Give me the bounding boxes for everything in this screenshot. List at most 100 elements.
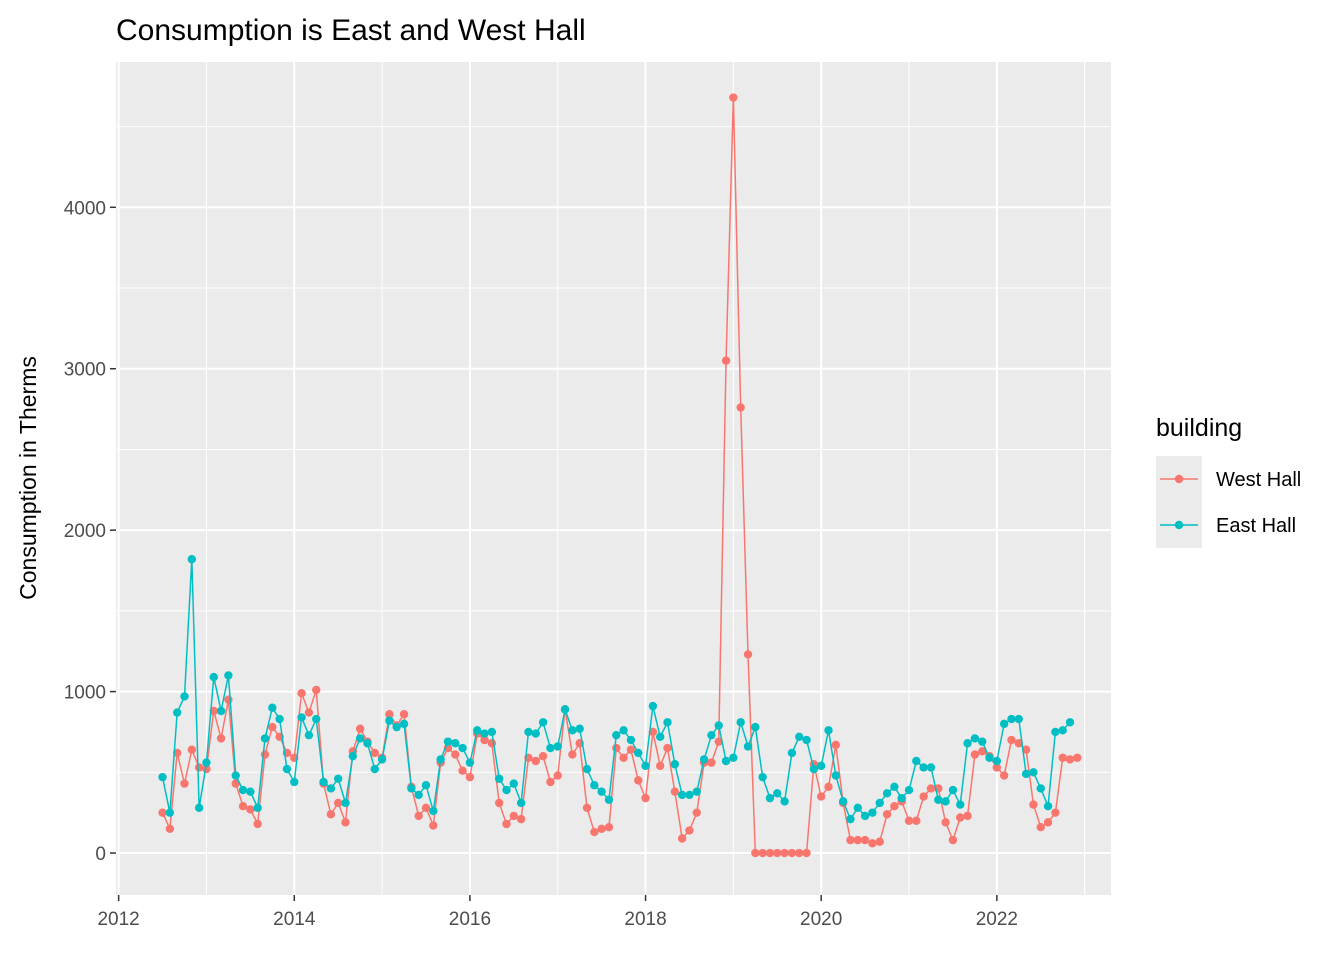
data-point-west-hall — [824, 782, 833, 792]
data-point-west-hall — [853, 835, 862, 845]
data-point-east-hall — [912, 756, 921, 766]
data-point-west-hall — [333, 798, 343, 808]
data-point-east-hall — [319, 777, 328, 787]
data-point-east-hall — [934, 795, 943, 804]
data-point-west-hall — [355, 724, 365, 733]
data-point-east-hall — [882, 789, 892, 798]
data-point-east-hall — [246, 787, 255, 796]
legend: building West Hall East Hall — [1156, 414, 1301, 548]
data-point-east-hall — [355, 734, 365, 743]
data-point-east-hall — [831, 771, 841, 780]
data-point-east-hall — [487, 727, 497, 737]
data-point-east-hall — [707, 730, 716, 740]
data-point-west-hall — [1014, 739, 1023, 748]
data-point-west-hall — [194, 763, 204, 772]
data-point-west-hall — [224, 695, 233, 704]
data-point-east-hall — [385, 716, 394, 725]
data-point-east-hall — [202, 758, 211, 767]
data-point-west-hall — [685, 826, 694, 835]
data-point-east-hall — [1007, 714, 1016, 724]
data-point-west-hall — [1036, 823, 1045, 832]
series-east-hall — [158, 555, 1075, 824]
data-point-east-hall — [275, 714, 284, 724]
data-point-east-hall — [780, 797, 789, 806]
data-point-west-hall — [831, 740, 841, 750]
data-point-east-hall — [297, 713, 306, 722]
data-point-east-hall — [436, 755, 445, 764]
data-point-west-hall — [787, 848, 797, 858]
data-point-west-hall — [626, 745, 636, 754]
data-point-east-hall — [897, 793, 906, 803]
data-point-west-hall — [1073, 753, 1082, 762]
data-point-east-hall — [795, 732, 804, 741]
data-point-east-hall — [751, 722, 760, 732]
data-point-east-hall — [370, 764, 379, 774]
data-point-east-hall — [1043, 802, 1053, 811]
data-point-east-hall — [670, 760, 680, 769]
data-point-west-hall — [780, 848, 789, 858]
data-point-west-hall — [999, 771, 1009, 780]
data-point-east-hall — [231, 771, 240, 780]
data-point-east-hall — [524, 727, 533, 737]
data-point-west-hall — [729, 93, 738, 102]
data-point-east-hall — [516, 798, 526, 808]
data-point-west-hall — [751, 848, 760, 858]
x-axis: 2012 2014 2016 2018 2020 2022 — [97, 895, 1018, 930]
data-point-east-hall — [692, 787, 701, 796]
data-point-east-hall — [992, 756, 1002, 766]
data-point-east-hall — [341, 798, 350, 808]
legend-item-west-hall: West Hall — [1156, 456, 1301, 502]
data-point-west-hall — [385, 709, 394, 719]
data-point-west-hall — [553, 771, 562, 780]
data-point-east-hall — [172, 708, 182, 717]
legend-label-east-hall: East Hall — [1216, 515, 1296, 537]
data-point-east-hall — [560, 705, 570, 714]
data-point-west-hall — [421, 803, 431, 813]
data-point-west-hall — [582, 803, 592, 813]
data-point-east-hall — [809, 764, 819, 774]
data-point-east-hall — [926, 763, 936, 772]
data-point-west-hall — [956, 813, 965, 822]
y-tick-label: 0 — [95, 844, 106, 865]
data-point-west-hall — [297, 689, 306, 698]
data-point-east-hall — [816, 761, 826, 771]
data-point-west-hall — [546, 777, 555, 787]
data-point-east-hall — [824, 726, 833, 735]
data-point-east-hall — [868, 808, 877, 817]
data-point-east-hall — [1036, 784, 1045, 793]
data-point-west-hall — [370, 748, 379, 758]
data-point-west-hall — [1051, 808, 1060, 817]
data-point-east-hall — [685, 790, 694, 800]
data-point-west-hall — [516, 814, 526, 824]
data-point-west-hall — [604, 823, 614, 832]
data-point-east-hall — [787, 748, 797, 758]
data-point-west-hall — [926, 784, 936, 793]
data-point-east-hall — [407, 784, 416, 793]
data-point-east-hall — [502, 785, 511, 795]
data-point-west-hall — [721, 356, 731, 365]
data-point-east-hall — [721, 756, 731, 766]
data-point-east-hall — [1065, 718, 1075, 727]
data-point-east-hall — [1058, 726, 1067, 735]
data-point-east-hall — [999, 719, 1009, 729]
data-point-west-hall — [590, 827, 599, 837]
series-layer — [158, 93, 1082, 858]
legend-item-east-hall: East Hall — [1156, 502, 1296, 548]
data-point-west-hall — [948, 835, 958, 845]
data-point-west-hall — [238, 802, 248, 811]
data-point-west-hall — [765, 848, 775, 858]
data-point-west-hall — [216, 734, 226, 743]
data-point-west-hall — [509, 811, 519, 821]
data-point-west-hall — [304, 708, 314, 717]
data-point-east-hall — [399, 719, 409, 729]
data-point-east-hall — [941, 797, 950, 806]
data-point-east-hall — [970, 734, 980, 743]
data-point-west-hall — [758, 848, 767, 858]
data-point-east-hall — [473, 726, 482, 735]
data-point-west-hall — [714, 737, 723, 746]
data-point-west-hall — [494, 798, 504, 808]
data-point-east-hall — [1021, 769, 1031, 779]
data-point-east-hall — [443, 737, 453, 746]
data-point-west-hall — [970, 750, 980, 759]
data-point-west-hall — [707, 758, 716, 767]
